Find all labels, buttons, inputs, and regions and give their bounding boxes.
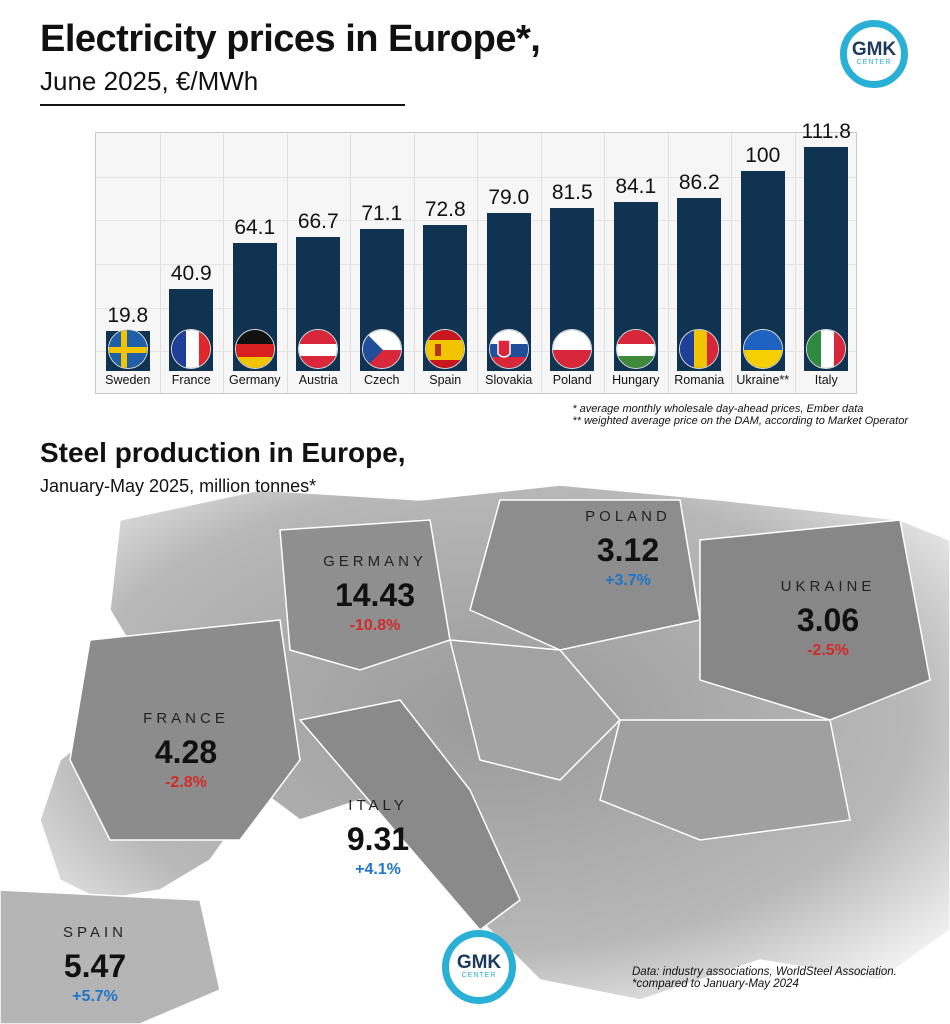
category-label: France [171, 373, 211, 387]
grid-line-vertical [731, 133, 732, 393]
map-balkans [599, 719, 851, 841]
steel-value-italy: 9.31 [346, 821, 410, 857]
steel-value-poland: 3.12 [596, 532, 660, 568]
steel-value-ukraine: 3.06 [796, 602, 860, 638]
category-label: Ukraine** [736, 373, 790, 387]
grid-line-vertical [159, 133, 161, 393]
value-label: 72.8 [424, 198, 466, 222]
grid-line-vertical [350, 133, 351, 393]
chart-title: Electricity prices in Europe*, [40, 18, 541, 60]
grid-line-vertical [540, 133, 542, 393]
steel-title: Steel production in Europe, [40, 437, 406, 468]
chart-subtitle: June 2025, €/MWh [40, 66, 259, 96]
value-label: 71.1 [361, 201, 403, 225]
flag-germany-icon [234, 329, 275, 369]
source-compare-note: *compared to January-May 2024 [632, 978, 799, 990]
country-name-spain: SPAIN [63, 924, 127, 941]
flag-sweden-icon [107, 329, 148, 369]
value-label: 79.0 [488, 185, 530, 209]
category-label: Germany [229, 373, 281, 387]
grid-line-horizontal [96, 264, 856, 265]
logo-subtext: CENTER [856, 59, 892, 67]
value-label: 81.5 [551, 180, 593, 204]
category-label: Spain [429, 373, 462, 387]
value-label: 19.8 [107, 304, 149, 328]
logo-text-bottom: GMK [456, 952, 502, 974]
category-label: Austria [298, 373, 338, 387]
grid-line-vertical [286, 133, 288, 393]
value-label: 40.9 [170, 262, 212, 286]
country-name-germany: GERMANY [323, 553, 427, 570]
category-label: Hungary [612, 373, 660, 387]
category-label: Sweden [105, 373, 151, 387]
country-name-ukraine: UKRAINE [780, 578, 876, 595]
flag-italy-icon [806, 329, 847, 369]
source-note: Data: industry associations, WorldSteel … [632, 966, 897, 990]
map-germany [279, 519, 451, 671]
gmk-logo-bottom: GMK CENTER [442, 930, 516, 1004]
grid-line-horizontal [96, 220, 856, 222]
category-label: Czech [364, 373, 400, 387]
category-label: Romania [674, 373, 725, 387]
grid-line-horizontal [96, 307, 856, 309]
flag-france-icon [171, 329, 212, 369]
country-name-italy: ITALY [348, 797, 408, 814]
flag-ukraine-icon [742, 329, 783, 369]
logo-subtext-bottom: CENTER [461, 972, 497, 980]
value-label: 66.7 [297, 210, 339, 234]
flag-poland-icon [552, 329, 593, 369]
grid-line-vertical [413, 133, 415, 393]
map-spain [0, 889, 221, 1024]
footnote-1: * average monthly wholesale day-ahead pr… [572, 403, 864, 415]
map-italy [298, 699, 521, 932]
value-label: 86.2 [678, 171, 720, 195]
flag-spain-icon [425, 329, 466, 369]
title-underline [40, 104, 405, 106]
category-label: Italy [814, 373, 838, 387]
steel-change-germany: -10.8% [349, 617, 401, 634]
map-central-europe [449, 639, 622, 781]
steel-subtitle: January-May 2025, million tonnes* [40, 476, 317, 496]
price-bar-chart: 19.8 Sweden 40.9 France 64.1 Germany 66.7 Austr… [95, 120, 857, 394]
value-label: 111.8 [801, 120, 851, 143]
map-poland [469, 499, 701, 651]
grid-line-vertical [223, 133, 224, 393]
steel-change-ukraine: -2.5% [807, 642, 849, 659]
value-label: 64.1 [234, 215, 276, 239]
steel-value-france: 4.28 [154, 734, 218, 770]
flag-czech-icon [361, 329, 402, 369]
grid-line-horizontal [96, 351, 856, 353]
steel-value-germany: 14.43 [334, 577, 416, 613]
gmk-logo-top: GMK CENTER [840, 20, 908, 88]
steel-change-spain: +5.7% [72, 988, 118, 1005]
country-name-france: FRANCE [143, 710, 229, 727]
flag-hungary-icon [615, 329, 656, 369]
source-text: Data: industry associations, WorldSteel … [632, 966, 897, 978]
grid-line-vertical [667, 133, 669, 393]
map-france [69, 619, 301, 841]
logo-text: GMK [851, 39, 897, 61]
europe-map [0, 484, 950, 1024]
country-name-poland: POLAND [585, 508, 671, 525]
footnotes: * average monthly wholesale day-ahead pr… [572, 403, 908, 427]
steel-change-france: -2.8% [165, 774, 207, 791]
footnote-2: ** weighted average price on the DAM, ac… [572, 415, 908, 427]
category-label: Poland [552, 373, 592, 387]
grid-line-horizontal [96, 176, 856, 178]
grid-line-vertical [604, 133, 605, 393]
flag-romania-icon [679, 329, 720, 369]
flag-austria-icon [298, 329, 339, 369]
grid-line-vertical [794, 133, 796, 393]
steel-change-italy: +4.1% [355, 861, 401, 878]
map-ukraine [699, 519, 931, 721]
steel-change-poland: +3.7% [605, 572, 651, 589]
grid-line-vertical [477, 133, 478, 393]
value-label: 100 [745, 143, 781, 167]
flag-slovakia-icon [488, 329, 529, 369]
category-label: Slovakia [485, 373, 533, 387]
value-label: 84.1 [615, 175, 657, 199]
steel-value-spain: 5.47 [63, 948, 127, 984]
